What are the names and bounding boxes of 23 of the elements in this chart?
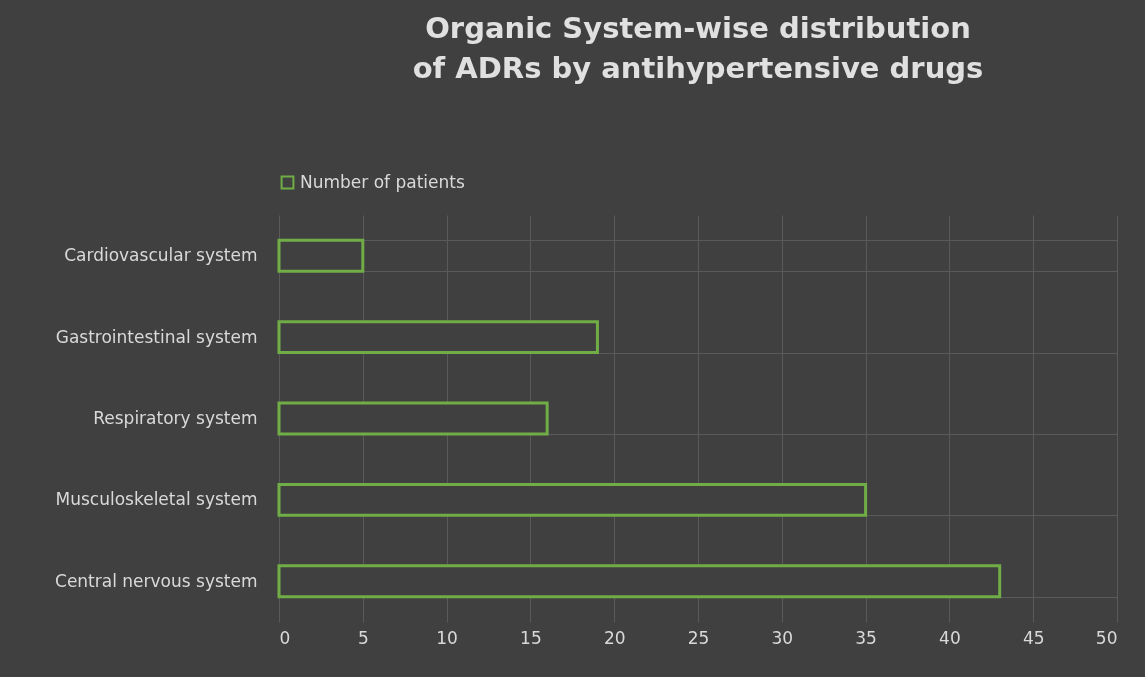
legend-label: Number of patients [300,171,465,192]
x-tick-label: 50 [1095,627,1118,648]
x-tick-label: 20 [603,627,626,648]
x-tick-label: 0 [279,627,291,648]
y-tick-label: Musculoskeletal system [55,489,258,510]
bar [277,401,549,436]
chart-title: Organic System-wise distribution of ADRs by antihypertensive drugs [412,11,984,85]
y-tick-label: Central nervous system [55,570,258,591]
y-tick-label: Cardiovascular system [64,245,258,266]
bar [277,482,868,517]
x-tick-label: 30 [771,627,794,648]
x-tick-label: 5 [357,627,369,648]
x-tick-label: 40 [939,627,961,648]
x-tick-label: 35 [855,627,877,648]
x-tick-label: 25 [687,627,710,648]
y-tick-label: Respiratory system [93,408,258,428]
y-tick-label: Gastrointestinal system [55,326,258,347]
bar [277,238,365,273]
x-tick-label: 15 [520,627,542,648]
bar [277,564,1002,599]
x-tick-label: 10 [436,627,458,648]
bar [277,320,599,355]
x-tick-label: 45 [1022,627,1045,648]
